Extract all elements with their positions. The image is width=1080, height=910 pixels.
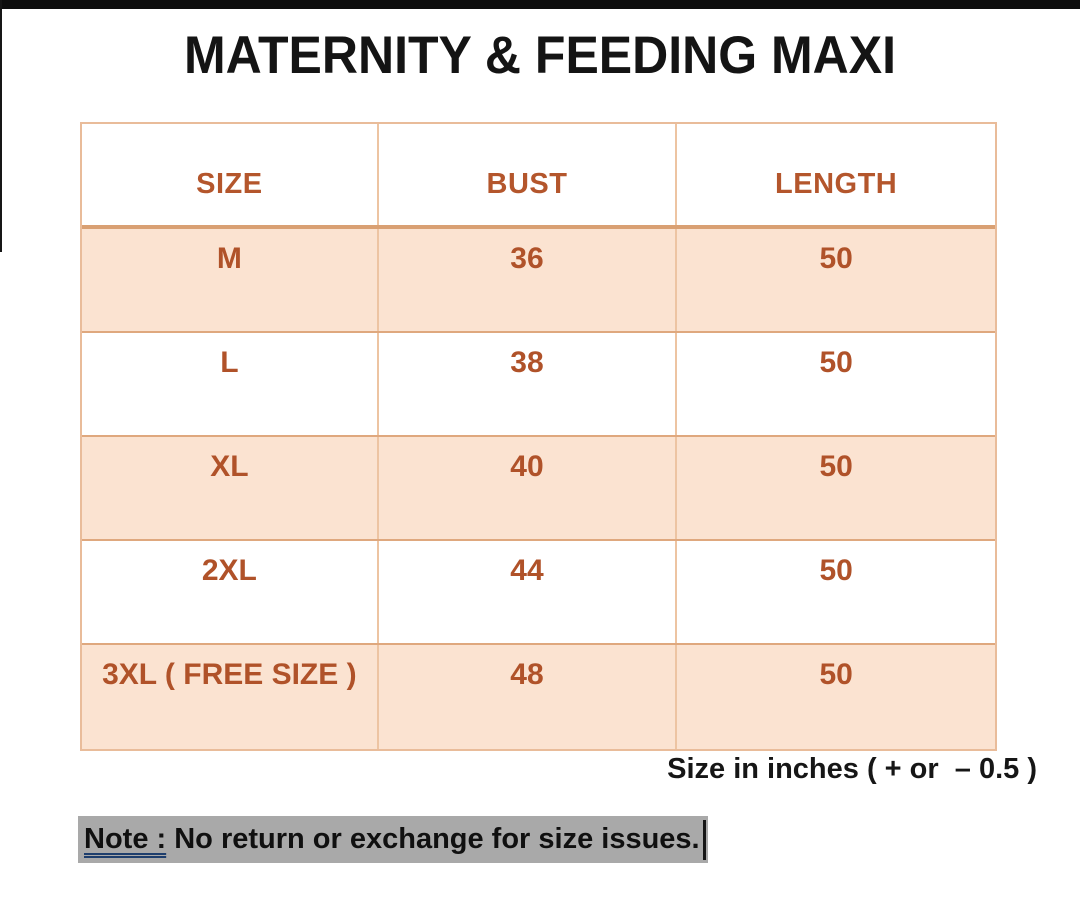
page-title: MATERNITY & FEEDING MAXI	[183, 25, 897, 85]
cell-size: 3XL ( FREE SIZE )	[82, 645, 379, 749]
cell-bust: 40	[379, 437, 678, 539]
cell-length: 50	[819, 554, 853, 587]
cell-size: M	[82, 229, 379, 331]
table-row: 2XL 44 50	[82, 541, 995, 645]
cell-size: 2XL	[82, 541, 379, 643]
cell-length: 50	[819, 346, 853, 379]
table-row: 3XL ( FREE SIZE ) 48 50	[82, 645, 995, 749]
top-edge-bar	[0, 0, 1080, 9]
table-header-row: SIZE BUST LENGTH	[82, 124, 995, 229]
column-header-length: LENGTH	[775, 168, 898, 200]
table-row: M 36 50	[82, 229, 995, 333]
cell-bust: 36	[379, 229, 678, 331]
note-label: Note :	[84, 823, 167, 855]
cell-bust: 38	[379, 333, 678, 435]
text-cursor	[702, 819, 706, 860]
table-row: XL 40 50	[82, 437, 995, 541]
cell-size: L	[82, 333, 379, 435]
unit-tolerance-note: Size in inches ( + or – 0.5 )	[667, 753, 1037, 785]
cell-bust: 44	[379, 541, 678, 643]
cell-length: 50	[819, 450, 853, 483]
cell-size: XL	[82, 437, 379, 539]
note-bar: Note : No return or exchange for size is…	[78, 816, 708, 863]
size-chart-table: SIZE BUST LENGTH M 36 50 L 38 50 XL 40 5…	[80, 122, 997, 751]
column-header-bust: BUST	[379, 124, 678, 225]
cell-length: 50	[819, 658, 853, 691]
column-header-size: SIZE	[82, 124, 379, 225]
note-text: No return or exchange for size issues.	[166, 823, 700, 855]
cell-length: 50	[819, 242, 853, 275]
cell-bust: 48	[379, 645, 678, 749]
left-edge-bar	[0, 0, 2, 252]
table-row: L 38 50	[82, 333, 995, 437]
